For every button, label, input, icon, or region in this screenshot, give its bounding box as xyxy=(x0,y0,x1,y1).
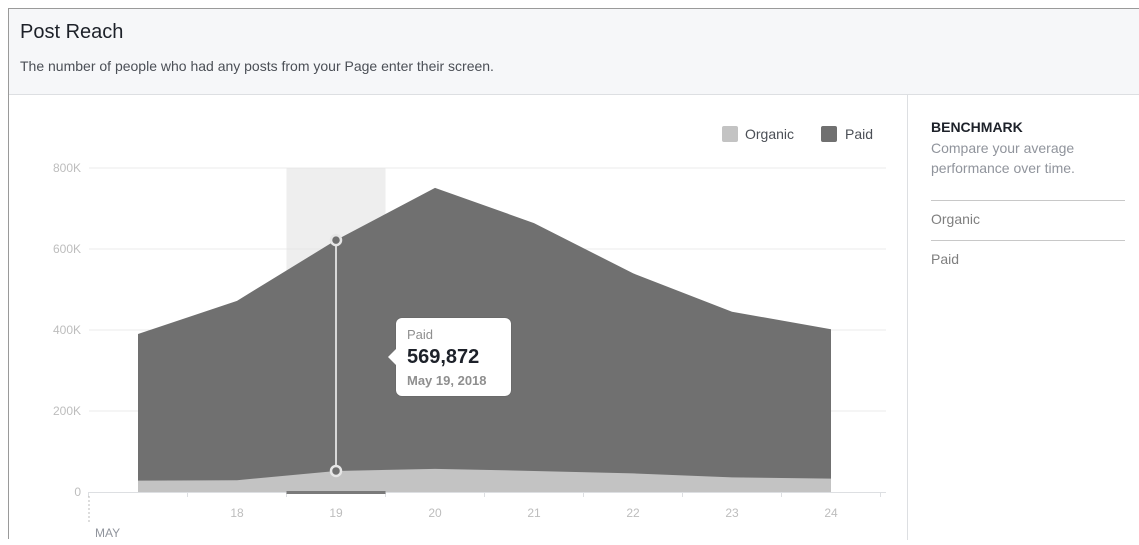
x-tick-label: 20 xyxy=(428,506,442,520)
benchmark-item-organic[interactable]: Organic xyxy=(931,200,1125,240)
legend-organic-label[interactable]: Organic xyxy=(745,126,794,142)
y-tick-label: 200K xyxy=(53,404,81,418)
tooltip-value: 569,872 xyxy=(407,346,480,368)
x-tick-label: 23 xyxy=(725,506,739,520)
page-subtitle: The number of people who had any posts f… xyxy=(20,58,494,74)
paid-hover-point[interactable] xyxy=(329,233,343,247)
legend-paid-label[interactable]: Paid xyxy=(845,126,873,142)
x-tick-label: 21 xyxy=(527,506,541,520)
post-reach-card: Post Reach The number of people who had … xyxy=(8,8,1139,540)
x-tick-label: 18 xyxy=(230,506,244,520)
tooltip-series: Paid xyxy=(407,327,434,342)
x-tick-label: 24 xyxy=(824,506,838,520)
organic-area xyxy=(138,468,831,492)
chart-legend: Organic Paid xyxy=(722,126,873,142)
x-tick-label: 19 xyxy=(329,506,343,520)
chart-area: 0 200K 400K 600K 800K 18 19 20 21 22 23 24 MAY Org… xyxy=(9,95,907,540)
data-tooltip: Paid 569,872 May 19, 2018 xyxy=(388,318,511,396)
y-tick-label: 600K xyxy=(53,242,81,256)
y-tick-labels: 0 200K 400K 600K 800K xyxy=(53,161,81,499)
tooltip-date: May 19, 2018 xyxy=(407,373,487,388)
legend-organic-swatch[interactable] xyxy=(722,126,738,142)
card-header: Post Reach The number of people who had … xyxy=(9,9,1139,95)
benchmark-title: BENCHMARK xyxy=(931,119,1023,135)
selected-day-marker xyxy=(286,491,386,494)
y-tick-label: 400K xyxy=(53,323,81,337)
benchmark-item-paid[interactable]: Paid xyxy=(931,240,1125,280)
organic-hover-point[interactable] xyxy=(329,464,343,478)
month-label: MAY xyxy=(95,526,120,540)
page-title: Post Reach xyxy=(20,21,124,43)
legend-paid-swatch[interactable] xyxy=(821,126,837,142)
x-tick-label: 22 xyxy=(626,506,640,520)
y-tick-label: 0 xyxy=(74,485,81,499)
x-tick-labels: 18 19 20 21 22 23 24 xyxy=(88,492,881,520)
benchmark-description: Compare your average performance over ti… xyxy=(931,140,1075,176)
y-tick-label: 800K xyxy=(53,161,81,175)
benchmark-panel: BENCHMARK Compare your average performan… xyxy=(907,95,1139,540)
